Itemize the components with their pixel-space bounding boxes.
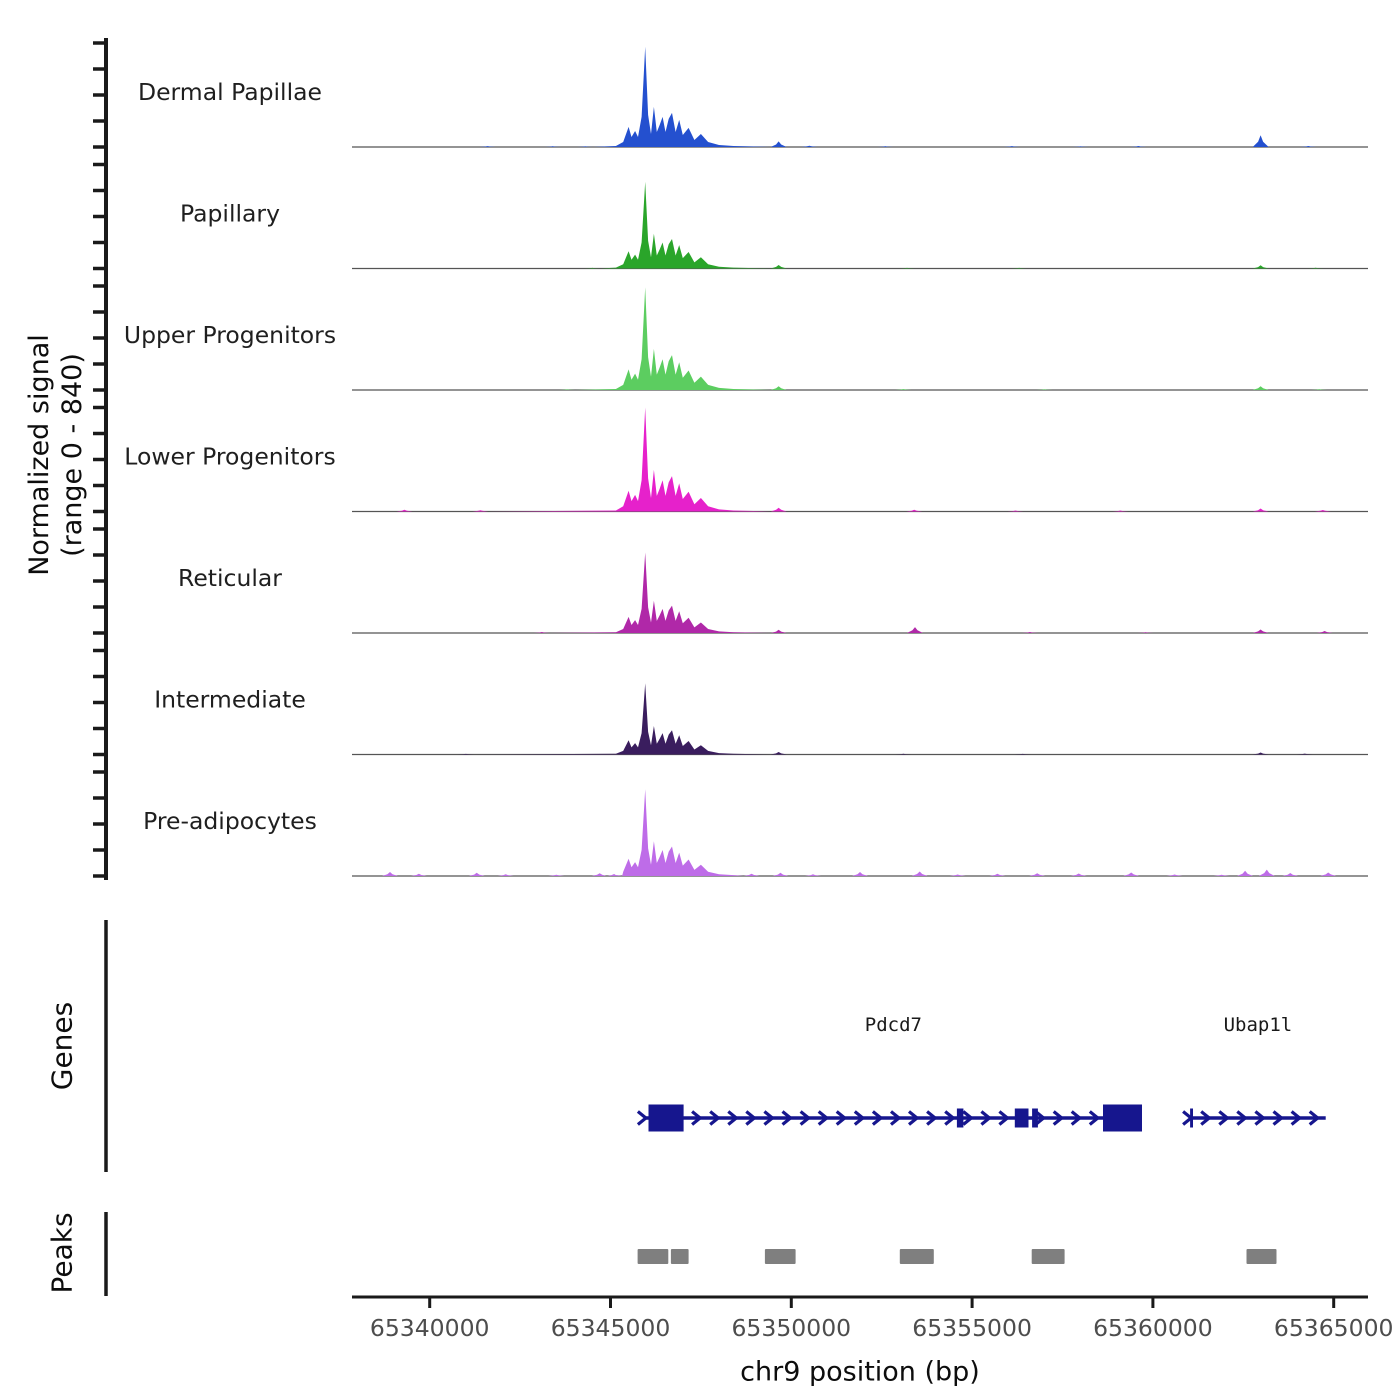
strand-arrow-icon <box>1182 1110 1194 1126</box>
x-tick-label: 65355000 <box>912 1314 1032 1342</box>
x-tick-label: 65365000 <box>1274 1314 1394 1342</box>
strand-arrow-icon <box>980 1110 992 1126</box>
strand-arrow-icon <box>763 1110 775 1126</box>
strand-arrow-icon <box>835 1110 848 1126</box>
strand-arrow-icon <box>1200 1110 1212 1126</box>
signal-area-papillary <box>352 181 1368 269</box>
strand-arrow-icon <box>636 1110 649 1126</box>
strand-arrow-icon <box>871 1110 884 1126</box>
track-label-lower-progenitors: Lower Progenitors <box>124 443 335 471</box>
track-label-intermediate: Intermediate <box>154 686 306 714</box>
strand-arrow-icon <box>709 1110 721 1126</box>
gene-exon-ubap1l <box>1190 1108 1193 1128</box>
signal-area-dermal-papillae <box>352 46 1368 148</box>
gene-exon-pdcd7 <box>956 1108 964 1128</box>
track-label-papillary: Papillary <box>180 200 280 228</box>
strand-arrow-icon <box>1088 1110 1101 1126</box>
gene-exon-pdcd7 <box>648 1104 684 1132</box>
peak-box <box>1031 1249 1065 1264</box>
strand-arrow-icon <box>745 1110 757 1126</box>
strand-arrow-icon <box>817 1110 830 1126</box>
signal-area-lower-progenitors <box>352 407 1368 512</box>
track-label-dermal-papillae: Dermal Papillae <box>138 78 322 106</box>
strand-arrow-icon <box>1070 1110 1083 1126</box>
strand-arrow-icon <box>1034 1110 1047 1126</box>
x-tick-label: 65340000 <box>370 1314 490 1342</box>
strand-arrow-icon <box>998 1110 1010 1126</box>
gene-exon-pdcd7 <box>1014 1108 1029 1128</box>
strand-arrow-icon <box>889 1110 902 1126</box>
track-label-reticular: Reticular <box>178 564 282 592</box>
strand-arrow-icon <box>962 1110 974 1126</box>
strand-arrow-icon <box>1272 1110 1285 1126</box>
strand-arrow-icon <box>1236 1110 1248 1126</box>
track-label-pre-adipocytes: Pre-adipocytes <box>143 807 317 835</box>
strand-arrow-icon <box>1290 1110 1303 1126</box>
gene-label-pdcd7: Pdcd7 <box>865 1014 922 1036</box>
y-axis-label-line2: (range 0 - 840) <box>57 353 88 557</box>
track-label-upper-progenitors: Upper Progenitors <box>124 321 336 349</box>
signal-area-reticular <box>352 552 1368 633</box>
gene-exon-pdcd7 <box>1103 1104 1142 1132</box>
strand-arrow-icon <box>691 1110 703 1126</box>
x-tick-label: 65345000 <box>551 1314 671 1342</box>
signal-area-intermediate <box>352 683 1368 755</box>
x-axis-title: chr9 position (bp) <box>740 1356 980 1388</box>
strand-arrow-icon <box>781 1110 794 1126</box>
strand-arrow-icon <box>1254 1110 1266 1126</box>
strand-arrow-icon <box>727 1110 739 1126</box>
strand-arrow-icon <box>853 1110 866 1126</box>
y-axis-label: Normalized signal (range 0 - 840) <box>24 334 90 576</box>
strand-arrow-icon <box>926 1110 938 1126</box>
signal-area-pre-adipocytes <box>352 789 1368 876</box>
strand-arrow-icon <box>907 1110 920 1126</box>
x-tick-label: 65350000 <box>731 1314 851 1342</box>
strand-arrow-icon <box>1308 1110 1321 1126</box>
genes-section-label: Genes <box>45 1001 79 1091</box>
y-axis-label-line1: Normalized signal <box>24 334 56 576</box>
strand-arrow-icon <box>1218 1110 1230 1126</box>
peak-box <box>899 1249 934 1264</box>
strand-arrow-icon <box>1052 1110 1065 1126</box>
signal-area-upper-progenitors <box>352 287 1368 390</box>
peak-box <box>1246 1249 1277 1264</box>
gene-label-ubap1l: Ubap1l <box>1224 1014 1293 1036</box>
peak-box <box>670 1249 689 1264</box>
x-tick-label: 65360000 <box>1093 1314 1213 1342</box>
peak-box <box>764 1249 796 1264</box>
gene-exon-pdcd7 <box>1032 1108 1038 1128</box>
peak-box <box>637 1249 669 1264</box>
strand-arrow-icon <box>944 1110 956 1126</box>
peaks-section-label: Peaks <box>45 1212 79 1294</box>
strand-arrow-icon <box>799 1110 812 1126</box>
